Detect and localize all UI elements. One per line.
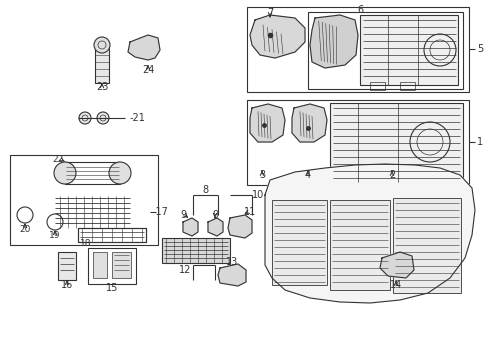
Text: 5: 5 [476, 44, 482, 54]
Text: 2: 2 [388, 170, 394, 180]
Text: 14: 14 [389, 280, 401, 290]
Polygon shape [207, 218, 223, 236]
Polygon shape [218, 264, 245, 286]
Circle shape [109, 162, 131, 184]
Text: 9: 9 [211, 210, 218, 220]
Bar [65, 162, 120, 184]
Bar [329, 200, 389, 290]
Polygon shape [379, 252, 413, 278]
Bar [112, 252, 131, 278]
Bar [78, 228, 146, 242]
Circle shape [94, 37, 110, 53]
Bar [367, 180, 382, 188]
Bar [369, 82, 384, 90]
Circle shape [54, 162, 76, 184]
Text: 18: 18 [80, 238, 91, 248]
Polygon shape [309, 15, 357, 68]
Polygon shape [227, 215, 251, 238]
Text: 8: 8 [202, 185, 207, 195]
Polygon shape [264, 164, 474, 303]
Bar [339, 180, 354, 188]
Bar [392, 198, 460, 293]
Bar [93, 252, 107, 278]
Text: 6: 6 [356, 5, 362, 15]
Text: 23: 23 [96, 82, 108, 92]
Bar [359, 15, 457, 85]
Text: 7: 7 [266, 8, 273, 18]
Bar [246, 100, 468, 185]
Bar [58, 252, 76, 280]
Bar [95, 48, 109, 83]
Bar [329, 103, 462, 182]
Text: 19: 19 [49, 231, 61, 240]
Text: 16: 16 [61, 280, 73, 290]
Text: 10: 10 [251, 190, 264, 200]
Circle shape [79, 112, 91, 124]
Polygon shape [128, 35, 160, 60]
Bar [271, 200, 326, 285]
Bar [162, 238, 229, 263]
Text: -17: -17 [153, 207, 168, 217]
Bar [78, 228, 146, 242]
Circle shape [97, 112, 109, 124]
Polygon shape [291, 104, 326, 142]
Text: -21: -21 [130, 113, 145, 123]
Bar [88, 248, 136, 284]
Text: 13: 13 [225, 257, 238, 267]
Text: 1: 1 [476, 137, 482, 147]
Text: 3: 3 [259, 170, 264, 180]
Bar [399, 82, 414, 90]
Polygon shape [249, 15, 305, 58]
Polygon shape [183, 218, 198, 236]
Text: 22: 22 [52, 156, 63, 165]
Text: 15: 15 [105, 283, 118, 293]
Text: 11: 11 [244, 207, 256, 217]
Bar [246, 7, 468, 92]
Text: 9: 9 [180, 210, 185, 220]
Bar [307, 12, 462, 89]
Text: 20: 20 [19, 225, 31, 234]
Text: 12: 12 [179, 265, 191, 275]
Bar [10, 155, 158, 245]
Text: 24: 24 [142, 65, 154, 75]
Text: 4: 4 [305, 170, 310, 180]
Polygon shape [249, 104, 285, 142]
